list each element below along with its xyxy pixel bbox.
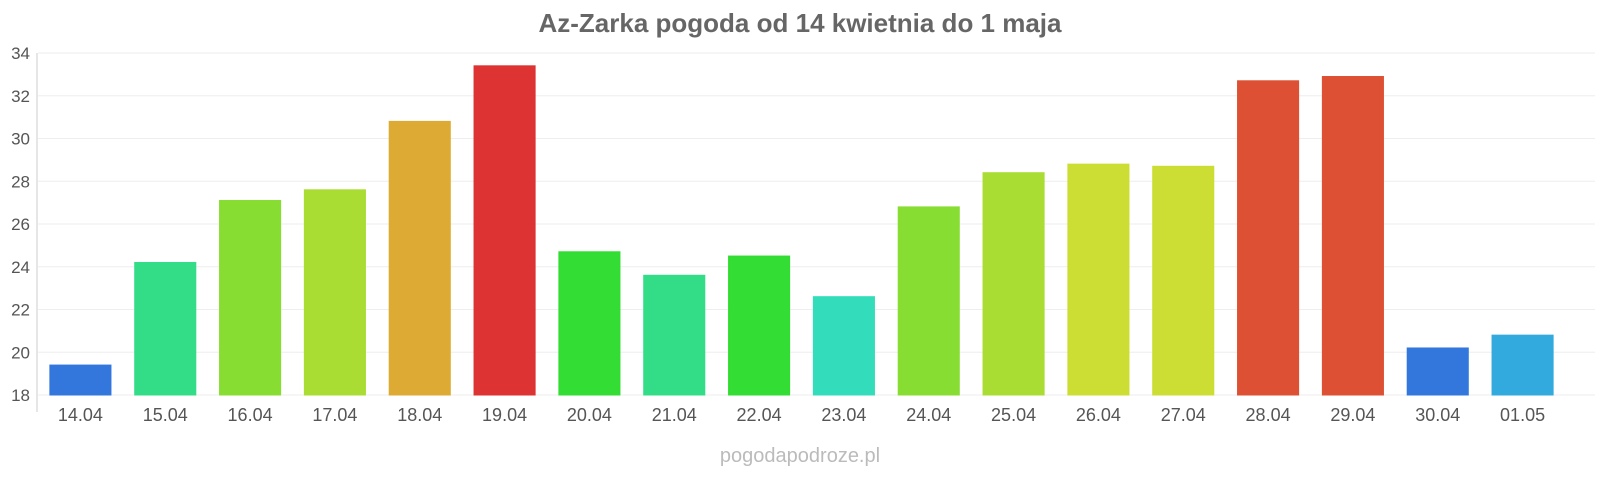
x-tick-label: 20.04 — [567, 405, 612, 425]
y-tick-label: 32 — [11, 87, 30, 106]
x-tick-label: 22.04 — [737, 405, 782, 425]
bar-17.04 — [303, 189, 366, 396]
x-tick-label: 28.04 — [1246, 405, 1291, 425]
y-tick-label: 20 — [11, 343, 30, 362]
grid-lines — [38, 52, 1595, 396]
bar-26.04 — [1067, 163, 1130, 396]
y-tick-label: 26 — [11, 215, 30, 234]
bar-29.04 — [1321, 76, 1384, 396]
y-tick-label: 34 — [11, 44, 30, 63]
x-tick-label: 16.04 — [228, 405, 273, 425]
x-tick-label: 26.04 — [1076, 405, 1121, 425]
bars — [49, 65, 1554, 396]
bar-24.04 — [897, 206, 960, 396]
x-tick-label: 18.04 — [397, 405, 442, 425]
x-tick-label: 30.04 — [1415, 405, 1460, 425]
x-tick-label: 29.04 — [1330, 405, 1375, 425]
x-tick-label: 15.04 — [143, 405, 188, 425]
bar-25.04 — [982, 172, 1045, 396]
bar-20.04 — [558, 251, 621, 396]
bar-30.04 — [1406, 347, 1469, 396]
x-tick-label: 17.04 — [312, 405, 357, 425]
y-axis-ticks: 18 20 22 24 26 28 30 32 34 — [11, 44, 30, 405]
bar-28.04 — [1237, 80, 1300, 396]
x-tick-label: 27.04 — [1161, 405, 1206, 425]
bar-14.04 — [49, 364, 112, 396]
y-tick-label: 18 — [11, 386, 30, 405]
x-tick-label: 24.04 — [906, 405, 951, 425]
x-tick-label: 19.04 — [482, 405, 527, 425]
chart-title: Az-Zarka pogoda od 14 kwietnia do 1 maja — [538, 8, 1062, 38]
bar-21.04 — [643, 274, 706, 396]
y-tick-label: 22 — [11, 301, 30, 320]
y-tick-label: 24 — [11, 258, 30, 277]
site-credit: pogodapodroze.pl — [720, 445, 880, 467]
bar-22.04 — [728, 255, 791, 396]
bar-16.04 — [219, 199, 282, 396]
y-tick-label: 30 — [11, 130, 30, 149]
x-tick-label: 25.04 — [991, 405, 1036, 425]
x-axis-ticks: 14.04 15.04 16.04 17.04 18.04 19.04 20.04 21.04… — [58, 405, 1545, 425]
bar-27.04 — [1152, 165, 1215, 396]
bar-18.04 — [388, 120, 451, 396]
bar-19.04 — [473, 65, 536, 396]
x-tick-label: 14.04 — [58, 405, 103, 425]
bar-01.05 — [1491, 334, 1554, 396]
y-tick-label: 28 — [11, 172, 30, 191]
bar-23.04 — [812, 296, 875, 396]
x-tick-label: 23.04 — [821, 405, 866, 425]
bar-15.04 — [134, 261, 197, 396]
x-tick-label: 21.04 — [652, 405, 697, 425]
x-tick-label: 01.05 — [1500, 405, 1545, 425]
